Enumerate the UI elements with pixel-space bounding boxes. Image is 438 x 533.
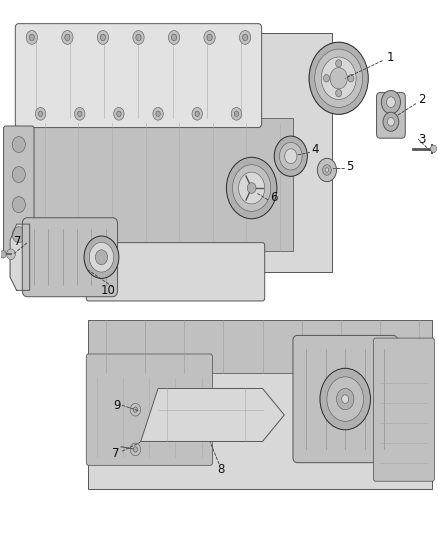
Text: 2: 2	[417, 93, 425, 106]
Circle shape	[100, 34, 106, 41]
Circle shape	[309, 42, 368, 114]
Text: 8: 8	[218, 463, 225, 475]
Circle shape	[39, 111, 43, 116]
Circle shape	[387, 97, 395, 108]
Circle shape	[204, 30, 215, 44]
FancyBboxPatch shape	[15, 23, 261, 127]
Circle shape	[12, 227, 25, 243]
Circle shape	[29, 34, 35, 41]
Circle shape	[323, 75, 329, 82]
FancyBboxPatch shape	[32, 118, 293, 251]
Circle shape	[74, 108, 85, 120]
Circle shape	[381, 91, 400, 114]
Text: 5: 5	[346, 160, 353, 173]
Circle shape	[117, 111, 121, 116]
Circle shape	[171, 34, 177, 41]
Circle shape	[336, 389, 354, 410]
Circle shape	[207, 34, 212, 41]
Text: 9: 9	[113, 399, 120, 412]
Circle shape	[62, 30, 73, 44]
FancyBboxPatch shape	[86, 243, 265, 301]
Circle shape	[114, 108, 124, 120]
Circle shape	[7, 249, 15, 260]
Circle shape	[315, 49, 363, 108]
Text: 10: 10	[101, 284, 116, 297]
FancyBboxPatch shape	[88, 319, 432, 489]
Text: 6: 6	[270, 191, 277, 204]
Circle shape	[330, 68, 347, 89]
Circle shape	[342, 395, 349, 403]
Circle shape	[136, 34, 141, 41]
Circle shape	[279, 142, 302, 170]
Circle shape	[195, 111, 199, 116]
Circle shape	[156, 111, 160, 116]
Circle shape	[97, 30, 109, 44]
Circle shape	[78, 111, 82, 116]
Circle shape	[383, 112, 399, 131]
Circle shape	[89, 243, 114, 272]
Circle shape	[233, 165, 271, 212]
Circle shape	[133, 407, 138, 413]
Circle shape	[226, 157, 277, 219]
Circle shape	[388, 117, 394, 126]
Circle shape	[95, 250, 108, 265]
FancyBboxPatch shape	[19, 33, 332, 272]
Circle shape	[321, 57, 356, 100]
Circle shape	[133, 447, 138, 452]
Circle shape	[192, 108, 202, 120]
FancyBboxPatch shape	[293, 335, 397, 463]
Circle shape	[26, 30, 38, 44]
FancyBboxPatch shape	[22, 217, 117, 297]
Circle shape	[247, 183, 256, 193]
Circle shape	[0, 251, 6, 258]
FancyBboxPatch shape	[4, 126, 34, 253]
Circle shape	[12, 197, 25, 213]
Circle shape	[336, 90, 342, 97]
Circle shape	[12, 136, 25, 152]
Circle shape	[336, 60, 342, 67]
Text: 1: 1	[387, 51, 395, 63]
Circle shape	[274, 136, 307, 176]
Circle shape	[431, 145, 437, 152]
Circle shape	[243, 34, 248, 41]
Circle shape	[84, 236, 119, 278]
Bar	[88, 319, 432, 373]
Text: 3: 3	[418, 133, 425, 146]
Circle shape	[285, 149, 297, 164]
Circle shape	[318, 158, 336, 182]
Circle shape	[65, 34, 70, 41]
Circle shape	[168, 30, 180, 44]
Polygon shape	[10, 224, 30, 290]
Circle shape	[231, 108, 242, 120]
Circle shape	[153, 108, 163, 120]
FancyBboxPatch shape	[86, 354, 212, 465]
Polygon shape	[141, 389, 284, 441]
FancyBboxPatch shape	[377, 93, 405, 138]
Text: 7: 7	[14, 235, 21, 247]
Circle shape	[130, 443, 141, 456]
Circle shape	[12, 167, 25, 182]
Circle shape	[133, 30, 144, 44]
FancyBboxPatch shape	[374, 338, 434, 481]
Circle shape	[234, 111, 239, 116]
Circle shape	[322, 165, 331, 175]
Text: 4: 4	[311, 143, 318, 156]
Circle shape	[348, 75, 354, 82]
Circle shape	[35, 108, 46, 120]
Circle shape	[327, 377, 364, 421]
Circle shape	[240, 30, 251, 44]
Text: 7: 7	[112, 447, 119, 459]
Circle shape	[325, 168, 328, 172]
Circle shape	[239, 172, 265, 204]
Circle shape	[320, 368, 371, 430]
Circle shape	[130, 403, 141, 416]
